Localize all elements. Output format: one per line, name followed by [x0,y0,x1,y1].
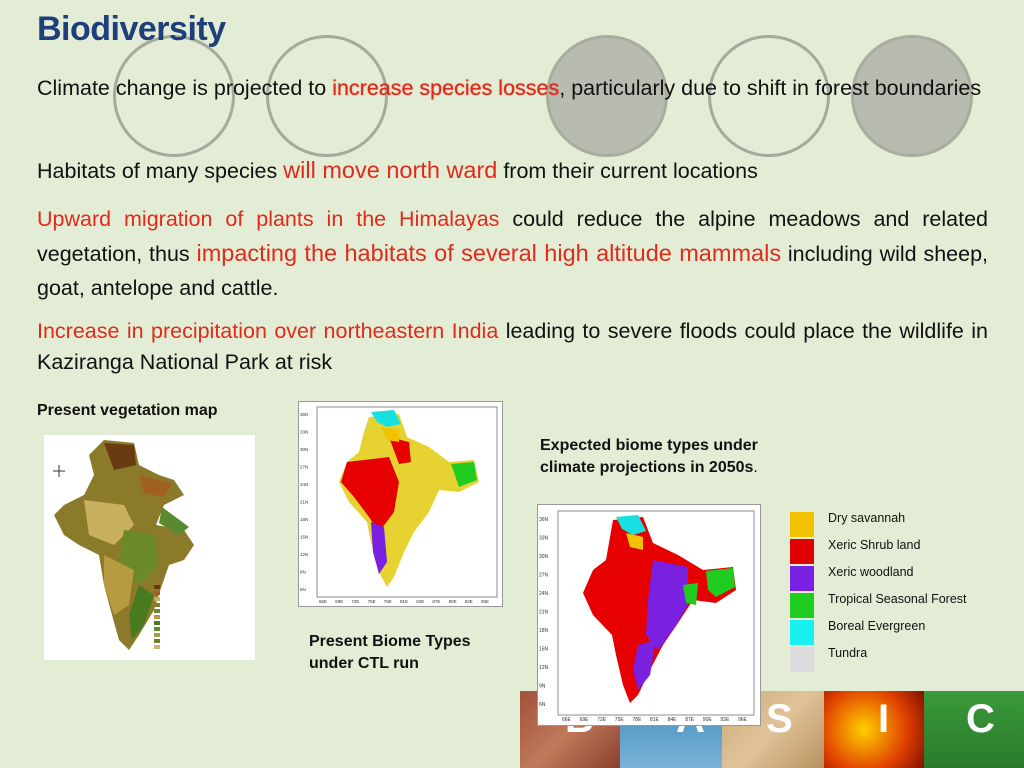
legend-swatch [790,566,814,591]
legend-swatch [790,512,814,537]
lon-tick-label: 75E [615,717,625,723]
lat-tick-label: 33N [300,430,308,435]
highlight-text: impacting the habitats of several high a… [196,240,782,266]
lon-tick-label: 81E [650,717,660,723]
lat-tick-label: 36N [300,412,308,417]
highlight-text: increase species losses [332,76,560,100]
text: leading to severe floods could place the… [37,319,989,374]
legend-swatch [790,620,814,645]
footer-tile-c: C [924,691,1024,768]
highlight-text: Upward migration of plants in the Himala… [37,207,500,231]
legend-swatch [790,593,814,618]
paragraph-species-losses: Climate change is projected to increase … [37,73,988,104]
footer-tile-i: I [824,691,924,768]
legend-label: Xeric Shrub land [828,538,921,552]
legend-label: Boreal Evergreen [828,619,926,633]
lat-tick-label: 24N [539,591,549,597]
text: Climate change is projected to [37,76,333,100]
lat-tick-label: 30N [539,554,549,560]
decorative-circle [113,35,235,157]
lat-tick-label: 21N [539,610,549,616]
lon-tick-label: 72E [351,599,359,604]
lat-tick-label: 18N [300,517,308,522]
lon-tick-label: 87E [685,717,695,723]
expected-biome-map-image: 36N 33N 30N 27N 24N 21N 18N 15N 12N 9N 6N 66E 69E 72… [537,504,761,726]
lon-tick-label: 84E [416,599,424,604]
footer-letter: C [966,697,995,741]
paragraph-habitats: Habitats of many species will move north… [37,155,988,187]
lat-tick-label: 15N [300,535,308,540]
text: could reduce the alpine meadows and rela… [37,207,988,266]
slide-title: Biodiversity [37,10,226,48]
paragraph-northeast: Increase in precipitation over northeast… [37,316,988,378]
lon-tick-label: 78E [384,599,392,604]
footer-letter: I [878,697,890,741]
legend-label: Dry savannah [828,511,906,525]
lon-tick-label: 93E [465,599,473,604]
caption-expected-biome: Expected biome types under climate proje… [540,435,810,479]
highlight-text: will move north ward [283,157,498,183]
lat-tick-label: 15N [539,647,549,653]
lat-tick-label: 27N [539,573,549,579]
lat-tick-label: 36N [539,517,549,523]
caption-present-vegetation: Present vegetation map [37,402,218,419]
present-biome-map-image: 36N 33N 30N 27N 24N 21N 18N 15N 12N 9N 6N 66E 69E 72… [298,401,503,607]
lat-tick-label: 33N [539,536,549,542]
decorative-circle [851,35,973,157]
decorative-circle [266,35,388,157]
lon-tick-label: 69E [335,599,343,604]
legend-swatch [790,539,814,564]
lon-tick-label: 84E [668,717,678,723]
vegetation-map-image [44,435,255,660]
lon-tick-label: 81E [400,599,408,604]
caption-present-biome: Present Biome Types under CTL run [309,633,471,672]
lat-tick-label: 12N [539,665,549,671]
lon-tick-label: 69E [580,717,590,723]
decorative-circle [708,35,830,157]
legend-label: Tropical Seasonal Forest [828,592,967,606]
text: from their current locations [497,159,758,183]
lat-tick-label: 21N [300,500,308,505]
lon-tick-label: 72E [597,717,607,723]
legend-swatch [790,647,814,672]
lon-tick-label: 75E [368,599,376,604]
lat-tick-label: 9N [300,570,306,575]
text: , particularly due to shift in forest bo… [559,76,982,100]
lon-tick-label: 90E [703,717,713,723]
lon-tick-label: 78E [632,717,642,723]
highlight-text: Increase in precipitation over northeast… [37,319,499,343]
lat-tick-label: 18N [539,628,549,634]
lat-tick-label: 9N [539,684,546,690]
lon-tick-label: 96E [481,599,489,604]
lon-tick-label: 90E [449,599,457,604]
lon-tick-label: 96E [738,717,748,723]
lon-tick-label: 93E [720,717,730,723]
footer-letter: S [766,697,793,741]
lat-tick-label: 12N [300,552,308,557]
legend-label: Xeric woodland [828,565,914,579]
legend-label: Tundra [828,646,868,660]
lat-tick-label: 24N [300,482,308,487]
caption-period: . [753,459,758,476]
text: including wild sheep, goat, antelope and… [37,242,988,300]
lat-tick-label: 30N [300,447,308,452]
lat-tick-label: 27N [300,465,308,470]
paragraph-himalayas: Upward migration of plants in the Himala… [37,202,988,305]
caption-text: Expected biome types under climate proje… [540,437,758,476]
lon-tick-label: 66E [562,717,572,723]
lon-tick-label: 66E [319,599,327,604]
text: Habitats of many species [37,159,284,183]
lat-tick-label: 6N [539,702,546,708]
lat-tick-label: 6N [300,587,306,592]
decorative-circle [546,35,668,157]
lon-tick-label: 87E [432,599,440,604]
